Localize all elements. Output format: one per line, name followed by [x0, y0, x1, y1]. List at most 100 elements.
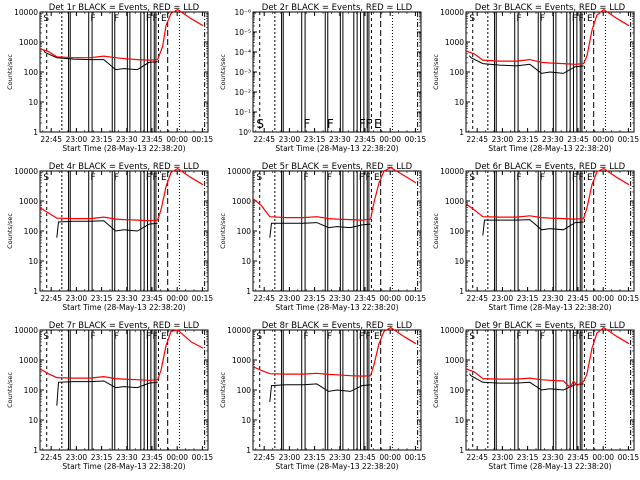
y-tick-label: 10000: [440, 326, 464, 335]
segment-letter: F: [366, 117, 373, 131]
segment-letter: F: [153, 14, 158, 24]
panel-det-4: Det 4r BLACK = Events, RED = LLD 1 10 100 10…: [6, 162, 213, 312]
y-tick-label: 100: [450, 386, 465, 395]
y-tick-label: 1000: [19, 356, 38, 365]
x-tick-label: 23:15: [304, 294, 326, 303]
events-series-line: [269, 222, 371, 238]
segment-letter: S: [469, 332, 475, 342]
x-tick-label: 23:45: [141, 453, 163, 462]
y-axis-label: Counts/sec: [6, 372, 14, 408]
plot-frame: [465, 329, 635, 451]
x-tick-label: 23:00: [279, 453, 301, 462]
segment-letter: E: [374, 332, 380, 342]
segment-letter: F: [516, 14, 521, 24]
segment-letter: F: [359, 117, 366, 131]
segment-letter: F: [366, 332, 371, 342]
segment-letter: F: [90, 14, 95, 24]
y-tick-label: 10000: [14, 8, 38, 17]
y-tick-label: 10000: [227, 326, 251, 335]
x-axis-label: Start Time (28-May-13 22:38:20): [275, 462, 398, 471]
segment-letter: S: [256, 173, 262, 183]
x-tick-label: 00:15: [618, 135, 640, 144]
segment-letter: F: [327, 173, 332, 183]
x-tick-label: 23:15: [304, 135, 326, 144]
segment-letter: E: [587, 173, 593, 183]
x-tick-label: 00:00: [166, 135, 188, 144]
y-tick-label: 10: [454, 257, 464, 266]
x-tick-label: 23:45: [354, 135, 376, 144]
segment-letter: E: [587, 332, 593, 342]
panel-title: Det 8r BLACK = Events, RED = LLD: [262, 321, 413, 331]
segment-letter: F: [572, 332, 577, 342]
panel-title: Det 6r BLACK = Events, RED = LLD: [475, 162, 626, 172]
segment-letter: F: [303, 332, 308, 342]
events-series-line: [56, 220, 158, 238]
x-tick-label: 22:45: [466, 135, 488, 144]
x-tick-label: 22:45: [466, 294, 488, 303]
y-tick-label: 10⁻¹: [234, 108, 251, 117]
panel-title: Det 3r BLACK = Events, RED = LLD: [475, 3, 626, 13]
segment-letter: F: [153, 173, 158, 183]
segment-letter: F: [303, 117, 310, 131]
x-tick-label: 23:00: [279, 294, 301, 303]
x-tick-label: 23:30: [542, 135, 564, 144]
segment-letter: F: [579, 173, 584, 183]
x-tick-label: 23:30: [116, 294, 138, 303]
panel-det-9: Det 9r BLACK = Events, RED = LLD 1 10 100 10…: [432, 321, 639, 471]
y-tick-label: 10000: [440, 8, 464, 17]
plot-frame: [39, 11, 209, 133]
panel-det-8: Det 8r BLACK = Events, RED = LLD 1 10 100 10…: [219, 321, 426, 471]
x-tick-label: 23:45: [567, 135, 589, 144]
lld-series-line: [39, 329, 204, 381]
x-tick-label: 00:00: [379, 294, 401, 303]
x-tick-label: 23:45: [141, 135, 163, 144]
y-tick-label: 1: [459, 446, 464, 455]
y-tick-label: 1: [246, 287, 251, 296]
y-tick-label: 1: [33, 446, 38, 455]
segment-letter: F: [540, 173, 545, 183]
lld-series-line: [465, 8, 630, 65]
events-series-line: [56, 380, 158, 406]
segment-letter: S: [43, 332, 49, 342]
panel-det-2: Det 2r BLACK = Events, RED = LLD 10⁰ 10⁻¹ 1…: [219, 3, 426, 153]
events-series-line: [469, 373, 584, 391]
y-tick-label: 10000: [440, 167, 464, 176]
lld-series-line: [39, 8, 204, 61]
segment-letter: F: [359, 332, 364, 342]
y-tick-label: 100: [237, 386, 252, 395]
panel-det-3: Det 3r BLACK = Events, RED = LLD 1 10 100 10…: [432, 3, 639, 153]
y-tick-label: 10⁻⁵: [234, 28, 251, 37]
segment-letter: F: [572, 173, 577, 183]
segment-letter: F: [303, 173, 308, 183]
segment-letter: F: [114, 173, 119, 183]
segment-letter: E: [161, 173, 167, 183]
x-tick-label: 23:30: [329, 135, 351, 144]
x-tick-label: 23:00: [492, 135, 514, 144]
panel-det-6: Det 6r BLACK = Events, RED = LLD 1 10 100 10…: [432, 162, 639, 312]
x-tick-label: 22:45: [40, 135, 62, 144]
y-tick-label: 100: [450, 68, 465, 77]
x-tick-label: 00:00: [379, 453, 401, 462]
x-axis-label: Start Time (28-May-13 22:38:20): [275, 144, 398, 153]
panel-title: Det 4r BLACK = Events, RED = LLD: [49, 162, 200, 172]
x-tick-label: 23:30: [116, 135, 138, 144]
x-tick-label: 23:45: [354, 453, 376, 462]
y-tick-label: 10: [28, 416, 38, 425]
panel-title: Det 5r BLACK = Events, RED = LLD: [262, 162, 413, 172]
x-tick-label: 23:45: [567, 294, 589, 303]
events-series-line: [469, 55, 584, 74]
x-tick-label: 00:15: [405, 294, 427, 303]
y-axis-label: Counts/sec: [219, 54, 227, 90]
x-tick-label: 00:15: [192, 294, 214, 303]
x-tick-label: 23:00: [492, 294, 514, 303]
plot-frame: [465, 170, 635, 292]
x-tick-label: 23:15: [91, 294, 113, 303]
x-axis-label: Start Time (28-May-13 22:38:20): [488, 303, 611, 312]
y-tick-label: 100: [24, 386, 39, 395]
y-tick-label: 1: [33, 287, 38, 296]
x-tick-label: 22:45: [40, 453, 62, 462]
y-tick-label: 10⁻³: [234, 68, 251, 77]
x-axis-label: Start Time (28-May-13 22:38:20): [62, 144, 185, 153]
x-tick-label: 23:30: [329, 453, 351, 462]
segment-letter: F: [366, 173, 371, 183]
